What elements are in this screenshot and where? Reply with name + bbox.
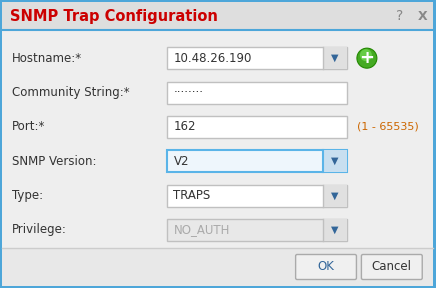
Text: Type:: Type: — [12, 189, 43, 202]
FancyBboxPatch shape — [323, 47, 347, 69]
Circle shape — [357, 48, 377, 68]
Text: ▼: ▼ — [331, 53, 339, 63]
FancyBboxPatch shape — [323, 219, 347, 241]
FancyBboxPatch shape — [167, 185, 347, 206]
Text: Privilege:: Privilege: — [12, 223, 67, 236]
Text: ········: ········ — [174, 86, 204, 99]
FancyBboxPatch shape — [2, 2, 433, 30]
Text: ▼: ▼ — [331, 156, 339, 166]
Text: Port:*: Port:* — [12, 120, 45, 133]
Text: NO_AUTH: NO_AUTH — [174, 223, 230, 236]
Text: 10.48.26.190: 10.48.26.190 — [174, 52, 252, 65]
Text: +: + — [359, 49, 375, 67]
FancyBboxPatch shape — [296, 255, 357, 279]
FancyBboxPatch shape — [323, 185, 347, 206]
FancyBboxPatch shape — [323, 150, 347, 172]
FancyBboxPatch shape — [2, 248, 433, 286]
Text: SNMP Trap Configuration: SNMP Trap Configuration — [10, 9, 218, 24]
Text: ?: ? — [396, 9, 403, 23]
Text: SNMP Version:: SNMP Version: — [12, 155, 96, 168]
Text: ▼: ▼ — [331, 190, 339, 200]
Text: 162: 162 — [174, 120, 196, 133]
Text: ▼: ▼ — [331, 225, 339, 235]
FancyBboxPatch shape — [167, 82, 347, 103]
FancyBboxPatch shape — [361, 255, 422, 279]
Text: OK: OK — [317, 261, 334, 274]
Text: X: X — [418, 10, 428, 22]
Text: Community String:*: Community String:* — [12, 86, 129, 99]
FancyBboxPatch shape — [167, 116, 347, 138]
FancyBboxPatch shape — [167, 150, 347, 172]
Text: V2: V2 — [174, 155, 189, 168]
Text: TRAPS: TRAPS — [174, 189, 211, 202]
Circle shape — [360, 49, 372, 61]
FancyBboxPatch shape — [167, 47, 347, 69]
Text: (1 - 65535): (1 - 65535) — [357, 122, 419, 132]
FancyBboxPatch shape — [2, 2, 433, 286]
Text: Hostname:*: Hostname:* — [12, 52, 82, 65]
Text: Cancel: Cancel — [372, 261, 412, 274]
FancyBboxPatch shape — [167, 219, 347, 241]
